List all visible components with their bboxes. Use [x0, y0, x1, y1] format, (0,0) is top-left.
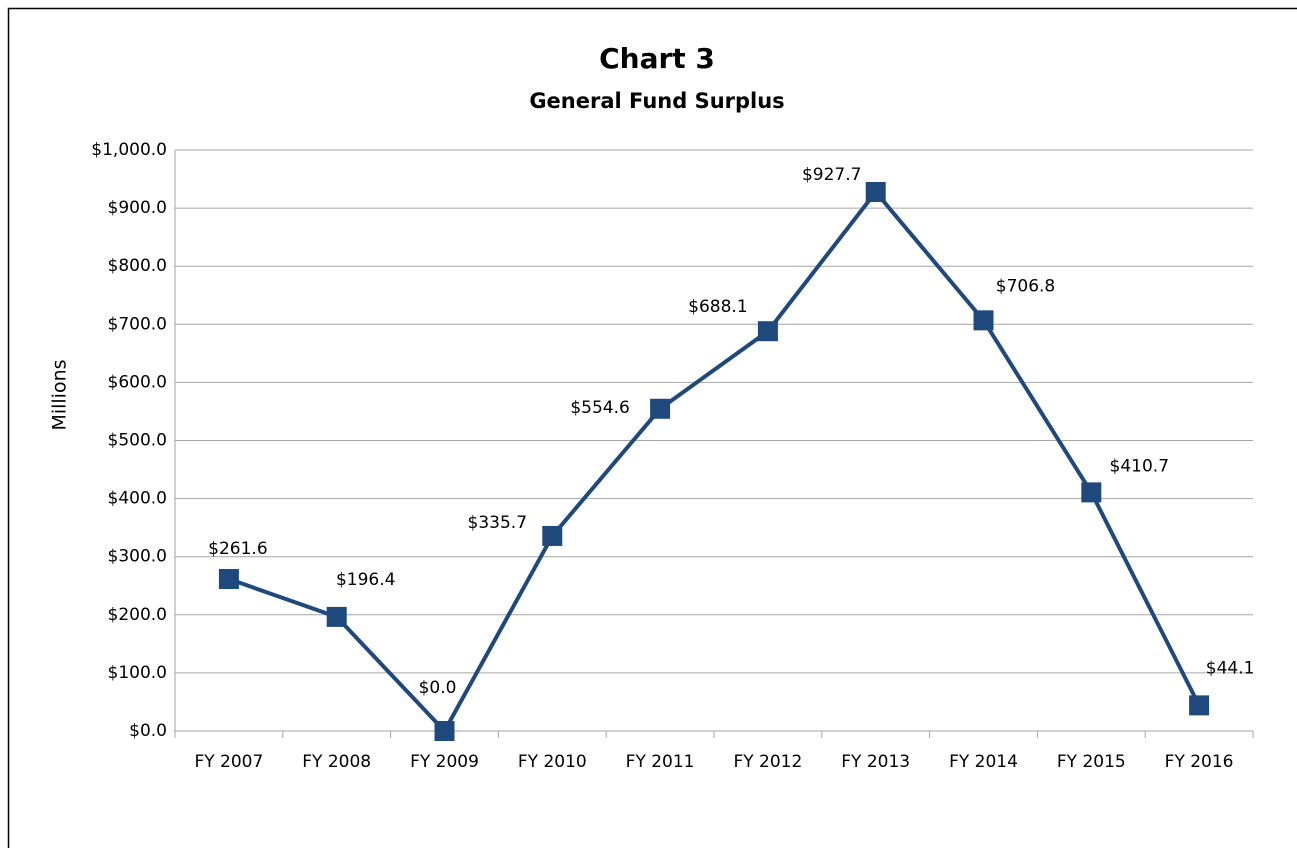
- series-line: [228, 190, 1201, 733]
- chart-title: Chart 3: [599, 42, 715, 75]
- marker: [650, 398, 671, 419]
- x-tick-label: FY 2014: [949, 752, 1018, 772]
- x-tick-label: FY 2015: [1057, 752, 1126, 772]
- x-tick-label: FY 2009: [410, 752, 479, 772]
- x-tick-label: FY 2007: [194, 752, 263, 772]
- y-tick-label: $1,000.0: [91, 140, 167, 160]
- data-label: $196.4: [336, 570, 395, 590]
- y-tick-label: $0.0: [129, 721, 167, 741]
- data-label: $44.1: [1206, 658, 1255, 678]
- x-tick-label: FY 2013: [841, 752, 910, 772]
- x-tick-label: FY 2010: [518, 752, 587, 772]
- marker: [757, 321, 778, 342]
- y-tick-label: $900.0: [108, 198, 167, 218]
- data-label: $0.0: [419, 678, 457, 698]
- x-tick-label: FY 2011: [626, 752, 695, 772]
- marker: [218, 569, 239, 590]
- chart-border: [7, 7, 1297, 848]
- y-tick-label: $200.0: [108, 605, 167, 625]
- x-tick-label: FY 2012: [733, 752, 802, 772]
- marker: [865, 182, 886, 203]
- data-label: $261.6: [208, 539, 267, 559]
- y-tick-label: $600.0: [108, 372, 167, 392]
- y-tick-label: $700.0: [108, 314, 167, 334]
- marker: [326, 606, 347, 627]
- data-label: $688.1: [688, 297, 747, 317]
- marker: [1189, 695, 1210, 716]
- chart-subtitle: General Fund Surplus: [529, 89, 784, 113]
- y-tick-label: $400.0: [108, 489, 167, 509]
- marker: [434, 721, 455, 741]
- y-tick-label: $300.0: [108, 547, 167, 567]
- data-label: $335.7: [468, 513, 527, 533]
- x-tick-label: FY 2008: [302, 752, 371, 772]
- y-tick-label: $800.0: [108, 256, 167, 276]
- y-tick-label: $500.0: [108, 431, 167, 451]
- marker: [542, 525, 563, 546]
- data-label: $410.7: [1110, 456, 1169, 476]
- y-axis-label: Millions: [49, 359, 71, 430]
- marker: [1081, 482, 1102, 503]
- x-tick-label: FY 2016: [1165, 752, 1234, 772]
- data-label: $554.6: [570, 398, 629, 418]
- data-label: $706.8: [996, 276, 1055, 296]
- data-label: $927.7: [802, 165, 861, 185]
- y-tick-label: $100.0: [108, 663, 167, 683]
- marker: [973, 310, 994, 331]
